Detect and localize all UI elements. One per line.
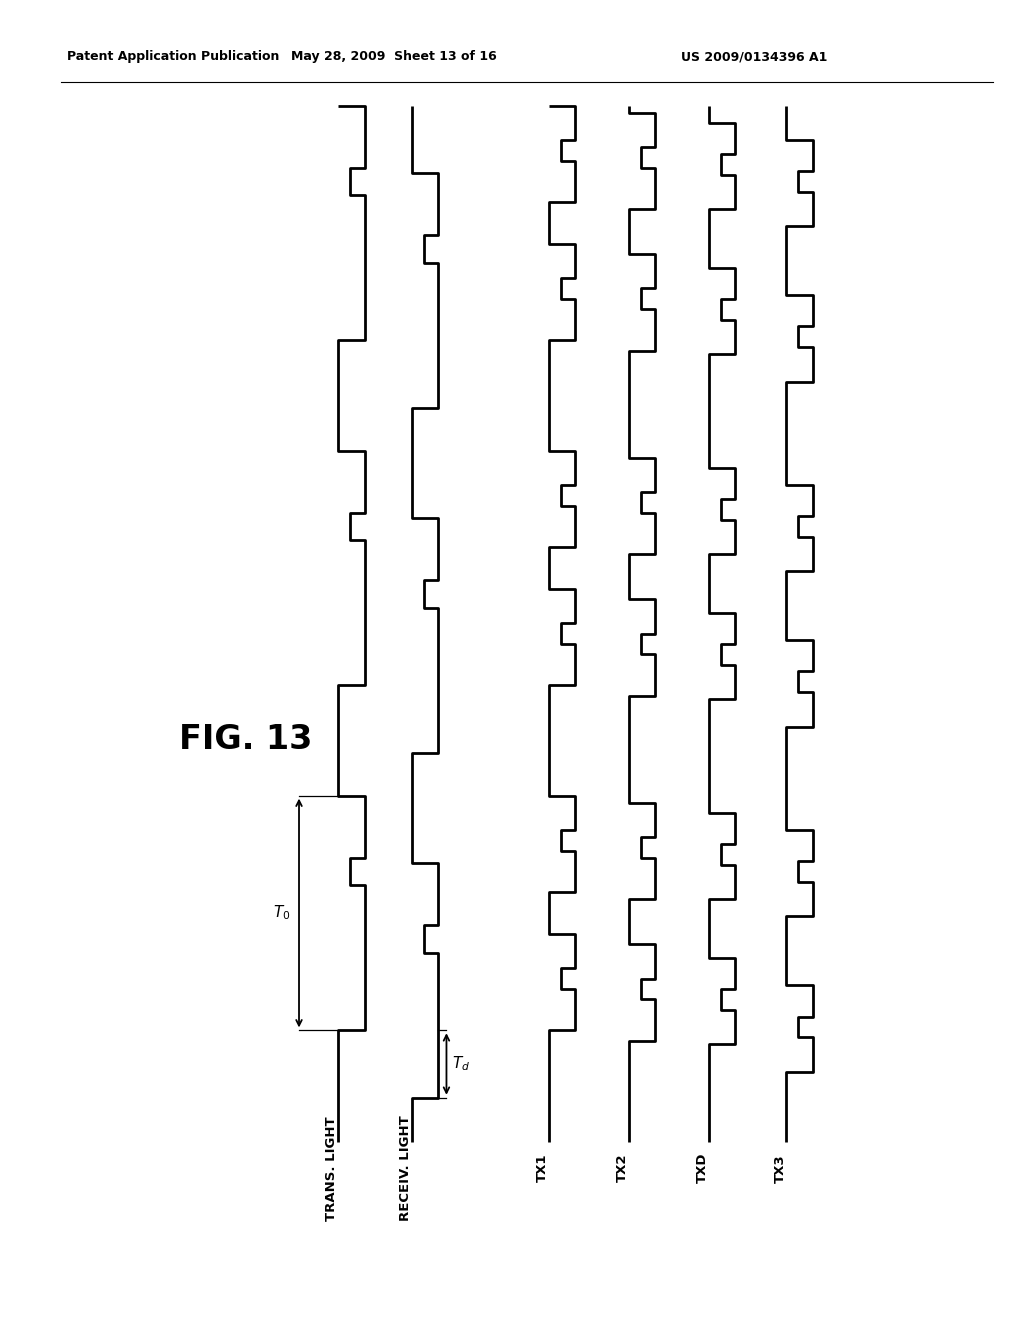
Text: US 2009/0134396 A1: US 2009/0134396 A1 — [681, 50, 827, 63]
Text: TX1: TX1 — [536, 1154, 549, 1183]
Text: May 28, 2009  Sheet 13 of 16: May 28, 2009 Sheet 13 of 16 — [292, 50, 497, 63]
Text: FIG. 13: FIG. 13 — [179, 723, 312, 755]
Text: Patent Application Publication: Patent Application Publication — [67, 50, 279, 63]
Text: $T_0$: $T_0$ — [273, 904, 291, 923]
Text: TX2: TX2 — [615, 1154, 629, 1183]
Text: RECEIV. LIGHT: RECEIV. LIGHT — [398, 1115, 412, 1221]
Text: TXD: TXD — [695, 1152, 709, 1184]
Text: $T_d$: $T_d$ — [452, 1055, 470, 1073]
Text: TX3: TX3 — [773, 1154, 786, 1183]
Text: TRANS. LIGHT: TRANS. LIGHT — [325, 1115, 338, 1221]
